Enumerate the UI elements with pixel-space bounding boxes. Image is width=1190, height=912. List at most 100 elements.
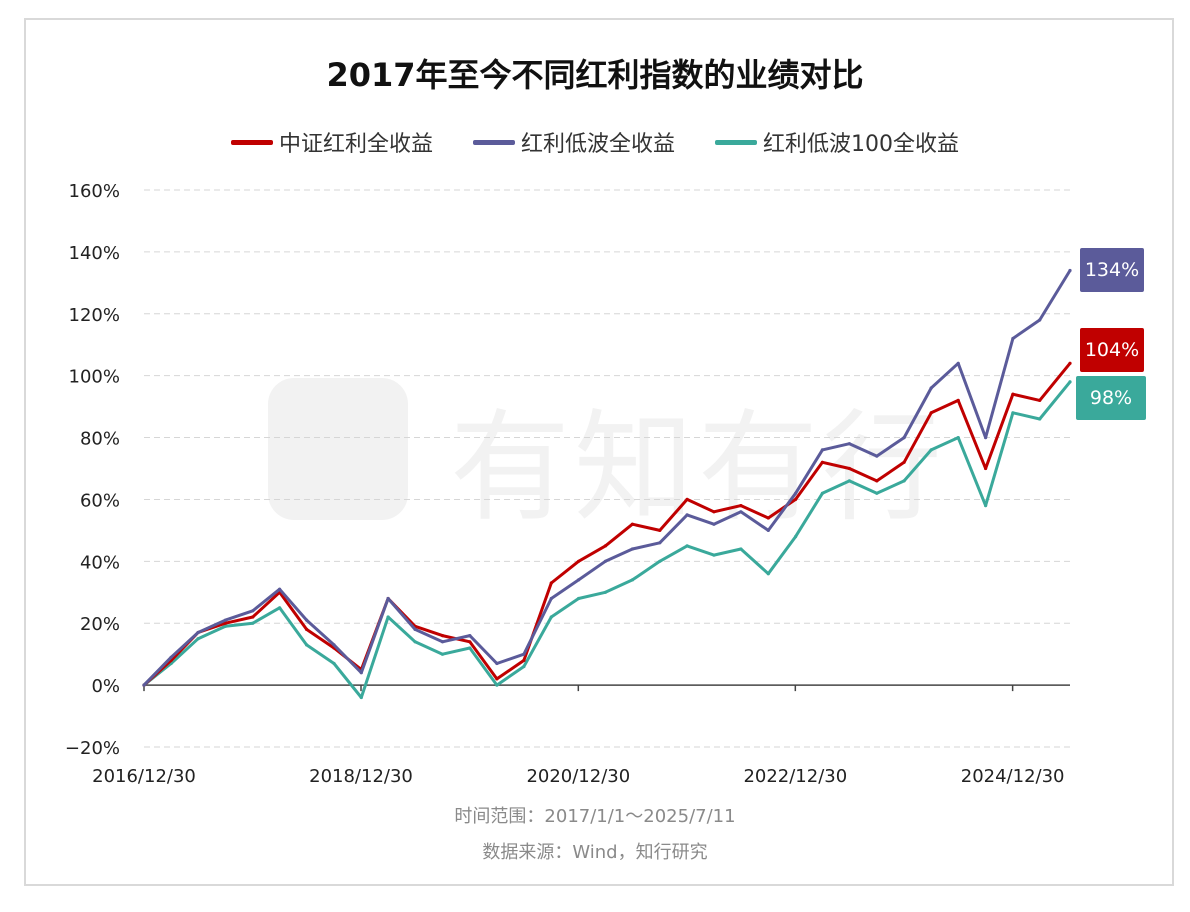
series-point-1 bbox=[956, 361, 960, 365]
y-tick-label: 100% bbox=[69, 367, 120, 388]
series-point-0 bbox=[251, 615, 255, 619]
series-point-0 bbox=[929, 411, 933, 415]
series-point-2 bbox=[440, 652, 445, 656]
legend-label: 红利低波100全收益 bbox=[763, 132, 960, 157]
series-point-2 bbox=[820, 491, 825, 495]
series-point-0 bbox=[956, 398, 960, 402]
series-point-0 bbox=[902, 460, 906, 464]
legend-swatch-teal bbox=[715, 139, 758, 145]
series-point-2 bbox=[386, 615, 390, 619]
x-tick-label: 2016/12/30 bbox=[92, 766, 196, 787]
series-point-0 bbox=[305, 627, 309, 632]
series-point-1 bbox=[794, 491, 798, 495]
series-point-2 bbox=[522, 664, 526, 669]
end-label-dividend-low-vol: 134% bbox=[1080, 248, 1144, 292]
series-point-1 bbox=[766, 528, 770, 533]
chart-title: 2017年至今不同红利指数的业绩对比 bbox=[326, 56, 864, 94]
series-point-2 bbox=[1068, 380, 1072, 384]
source-note: 数据来源：Wind，知行研究 bbox=[482, 842, 708, 863]
y-tick-label: 20% bbox=[80, 614, 120, 635]
series-point-2 bbox=[658, 559, 662, 563]
legend-item-dividend-low-vol-100: 红利低波100全收益 bbox=[715, 126, 959, 158]
series-point-2 bbox=[794, 535, 798, 539]
watermark-logo bbox=[268, 378, 408, 520]
series-point-1 bbox=[522, 652, 526, 656]
series-point-2 bbox=[1011, 411, 1015, 415]
y-tick-label: 80% bbox=[80, 429, 120, 450]
end-label-dividend-low-vol-100: 98% bbox=[1076, 376, 1146, 420]
y-tick-label: 40% bbox=[80, 552, 120, 573]
series-point-0 bbox=[495, 677, 499, 681]
series-point-1 bbox=[251, 609, 255, 613]
series-point-1 bbox=[359, 671, 363, 675]
legend-label: 中证红利全收益 bbox=[278, 132, 433, 157]
series-point-1 bbox=[386, 596, 390, 601]
series-point-0 bbox=[984, 466, 988, 471]
series-point-2 bbox=[413, 640, 417, 644]
series-point-0 bbox=[522, 658, 526, 663]
series-point-1 bbox=[875, 454, 879, 458]
series-point-0 bbox=[630, 522, 635, 526]
series-point-1 bbox=[658, 541, 662, 545]
series-point-1 bbox=[712, 522, 716, 526]
series-point-2 bbox=[1038, 417, 1042, 421]
series-point-1 bbox=[332, 643, 336, 647]
series-point-2 bbox=[739, 547, 743, 551]
legend-swatch-red bbox=[230, 139, 273, 145]
series-point-1 bbox=[577, 578, 581, 582]
series-point-1 bbox=[902, 436, 906, 440]
series-point-2 bbox=[603, 590, 608, 594]
series-point-1 bbox=[305, 618, 309, 622]
series-point-2 bbox=[549, 615, 553, 619]
series-point-1 bbox=[440, 640, 445, 644]
series-point-2 bbox=[305, 643, 309, 647]
series-point-1 bbox=[278, 587, 282, 591]
y-tick-label: 160% bbox=[69, 181, 120, 202]
series-point-1 bbox=[413, 627, 417, 632]
end-label-csi-dividend: 104% bbox=[1080, 328, 1144, 372]
series-point-2 bbox=[902, 479, 906, 483]
series-point-2 bbox=[332, 661, 336, 666]
series-point-0 bbox=[577, 559, 581, 563]
series-point-2 bbox=[278, 606, 282, 610]
series-point-0 bbox=[794, 497, 798, 501]
series-point-0 bbox=[223, 621, 228, 625]
series-point-0 bbox=[875, 479, 879, 483]
series-point-2 bbox=[495, 683, 499, 687]
series-point-2 bbox=[196, 637, 200, 641]
series-point-2 bbox=[956, 436, 960, 440]
series-point-1 bbox=[685, 513, 689, 517]
series-point-2 bbox=[251, 621, 255, 625]
y-tick-label: 140% bbox=[69, 243, 120, 264]
legend-swatch-purple bbox=[473, 139, 515, 145]
x-tick-label: 2018/12/30 bbox=[309, 766, 413, 787]
y-tick-label: 0% bbox=[91, 676, 120, 697]
series-point-2 bbox=[685, 544, 689, 548]
y-tick-label: −20% bbox=[65, 738, 120, 759]
series-point-0 bbox=[847, 466, 852, 471]
series-point-1 bbox=[630, 547, 635, 551]
series-point-1 bbox=[1038, 318, 1042, 322]
series-point-2 bbox=[875, 491, 879, 495]
series-point-1 bbox=[739, 510, 743, 514]
series-point-0 bbox=[549, 581, 553, 585]
series-point-0 bbox=[685, 497, 689, 501]
series-point-1 bbox=[847, 442, 852, 446]
legend-item-csi-dividend: 中证红利全收益 bbox=[230, 126, 433, 158]
watermark-text: 有知有行 bbox=[450, 399, 946, 538]
series-point-2 bbox=[359, 695, 363, 700]
series-point-2 bbox=[630, 578, 635, 582]
series-point-1 bbox=[223, 618, 228, 622]
series-point-0 bbox=[766, 516, 770, 520]
series-point-1 bbox=[984, 436, 988, 440]
series-point-0 bbox=[1068, 361, 1072, 365]
series-point-0 bbox=[440, 634, 445, 638]
time-range-note: 时间范围：2017/1/1～2025/7/11 bbox=[454, 806, 736, 827]
series-point-1 bbox=[820, 448, 825, 452]
series-point-0 bbox=[603, 544, 608, 548]
series-point-2 bbox=[984, 504, 988, 508]
series-point-2 bbox=[577, 596, 581, 601]
series-point-1 bbox=[495, 661, 499, 666]
series-point-2 bbox=[766, 572, 770, 576]
